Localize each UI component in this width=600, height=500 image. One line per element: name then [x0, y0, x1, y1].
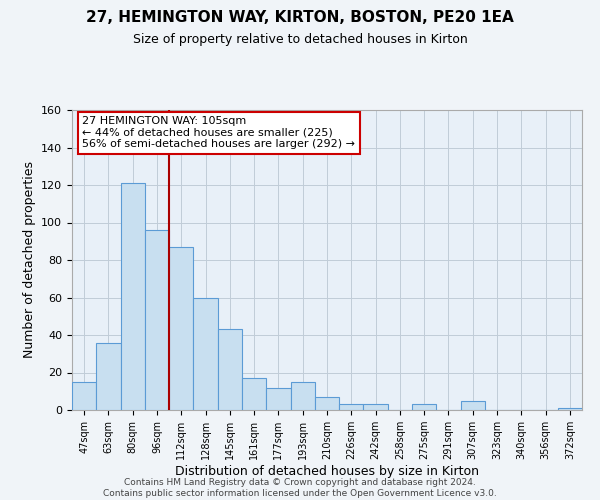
Bar [266, 388, 290, 410]
Bar [315, 397, 339, 410]
Bar [364, 404, 388, 410]
Text: 27 HEMINGTON WAY: 105sqm
← 44% of detached houses are smaller (225)
56% of semi-: 27 HEMINGTON WAY: 105sqm ← 44% of detach… [82, 116, 355, 149]
Text: Size of property relative to detached houses in Kirton: Size of property relative to detached ho… [133, 32, 467, 46]
Bar [290, 382, 315, 410]
Bar [461, 400, 485, 410]
Bar [339, 404, 364, 410]
X-axis label: Distribution of detached houses by size in Kirton: Distribution of detached houses by size … [175, 465, 479, 478]
Bar [169, 247, 193, 410]
Bar [242, 378, 266, 410]
Bar [96, 342, 121, 410]
Bar [72, 382, 96, 410]
Bar [558, 408, 582, 410]
Bar [121, 183, 145, 410]
Bar [145, 230, 169, 410]
Bar [193, 298, 218, 410]
Text: Contains HM Land Registry data © Crown copyright and database right 2024.
Contai: Contains HM Land Registry data © Crown c… [103, 478, 497, 498]
Y-axis label: Number of detached properties: Number of detached properties [23, 162, 35, 358]
Text: 27, HEMINGTON WAY, KIRTON, BOSTON, PE20 1EA: 27, HEMINGTON WAY, KIRTON, BOSTON, PE20 … [86, 10, 514, 25]
Bar [218, 330, 242, 410]
Bar [412, 404, 436, 410]
